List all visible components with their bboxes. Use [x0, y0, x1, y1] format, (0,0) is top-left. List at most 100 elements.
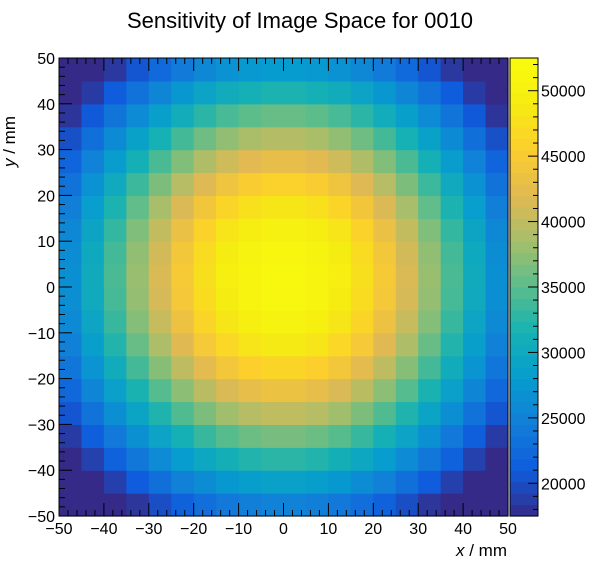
heatmap-cell: [126, 355, 150, 380]
heatmap-cell: [103, 287, 127, 311]
heatmap-cell: [418, 103, 442, 128]
heatmap-cell: [193, 401, 217, 425]
heatmap-cell: [463, 126, 487, 151]
color-scale-segment: [510, 252, 538, 265]
heatmap-cell: [238, 287, 262, 311]
heatmap-cell: [238, 58, 262, 82]
heatmap-cell: [328, 401, 352, 425]
color-scale-label: 20000: [541, 476, 586, 493]
heatmap-cell: [171, 332, 195, 357]
color-scale-segment: [510, 103, 538, 116]
heatmap-cell: [193, 287, 217, 311]
heatmap-cell: [283, 378, 307, 403]
heatmap-cell: [440, 447, 464, 471]
color-scale-label: 30000: [541, 345, 586, 362]
heatmap-cell: [103, 332, 127, 357]
heatmap-cell: [328, 103, 352, 128]
heatmap-cell: [238, 103, 262, 128]
heatmap-cell: [305, 126, 329, 151]
heatmap-cell: [440, 126, 464, 151]
heatmap-cell: [350, 264, 374, 288]
heatmap-cell: [418, 424, 442, 448]
heatmap-cell: [328, 424, 352, 448]
heatmap-cell: [238, 401, 262, 425]
heatmap-cell: [216, 287, 240, 311]
color-scale-segment: [510, 264, 538, 277]
heatmap-cell: [418, 493, 442, 517]
heatmap-cell: [328, 447, 352, 471]
color-scale-segment: [510, 218, 538, 231]
heatmap-cell: [193, 355, 217, 380]
heatmap-cell: [126, 447, 150, 471]
y-tick-label: −10: [28, 326, 55, 343]
heatmap-cell: [395, 378, 419, 403]
heatmap-cell: [126, 218, 150, 242]
heatmap-cell: [148, 172, 172, 196]
heatmap-cell: [328, 218, 352, 242]
heatmap-cell: [81, 378, 105, 403]
heatmap-cell: [171, 378, 195, 403]
heatmap-cell: [81, 470, 105, 494]
heatmap-cell: [440, 149, 464, 174]
heatmap-cell: [283, 103, 307, 128]
color-scale-segment: [510, 298, 538, 311]
color-scale-segment: [510, 470, 538, 483]
heatmap-cell: [148, 355, 172, 380]
heatmap-cell: [463, 241, 487, 265]
color-scale-segment: [510, 401, 538, 414]
heatmap-cell: [350, 309, 374, 334]
heatmap-cell: [216, 241, 240, 265]
color-scale-segment: [510, 172, 538, 185]
heatmap-cell: [283, 149, 307, 174]
heatmap-cell: [418, 80, 442, 105]
heatmap-cell: [418, 58, 442, 82]
color-scale-segment: [510, 390, 538, 403]
heatmap-cell: [193, 447, 217, 471]
heatmap-cell: [350, 332, 374, 357]
color-scale-segment: [510, 435, 538, 448]
heatmap-cell: [350, 287, 374, 311]
heatmap-cell: [103, 309, 127, 334]
chart-title: Sensitivity of Image Space for 0010: [127, 8, 473, 33]
heatmap-cell: [103, 241, 127, 265]
heatmap-cell: [59, 401, 83, 425]
heatmap-cell: [373, 172, 397, 196]
heatmap-cell: [126, 103, 150, 128]
heatmap-cell: [193, 58, 217, 82]
heatmap-cell: [328, 470, 352, 494]
heatmap-cell: [418, 401, 442, 425]
heatmap-cell: [418, 241, 442, 265]
heatmap-cell: [103, 195, 127, 219]
heatmap-cell: [238, 447, 262, 471]
heatmap-cell: [463, 195, 487, 219]
heatmap-cell: [103, 424, 127, 448]
heatmap-cell: [283, 264, 307, 288]
heatmap-cell: [216, 470, 240, 494]
heatmap-cell: [373, 424, 397, 448]
heatmap-cell: [328, 172, 352, 196]
heatmap-cell: [373, 309, 397, 334]
heatmap-cell: [126, 424, 150, 448]
heatmap-cell: [238, 126, 262, 151]
heatmap-cell: [305, 424, 329, 448]
heatmap-cell: [59, 149, 83, 174]
heatmap-cell: [81, 264, 105, 288]
heatmap-cell: [305, 264, 329, 288]
heatmap-cell: [171, 80, 195, 105]
heatmap-cell: [193, 493, 217, 517]
heatmap-cell: [305, 401, 329, 425]
heatmap-cell: [395, 332, 419, 357]
heatmap-cell: [463, 218, 487, 242]
heatmap-cell: [305, 378, 329, 403]
heatmap-cell: [305, 470, 329, 494]
heatmap-cell: [373, 264, 397, 288]
heatmap-cell: [485, 80, 509, 105]
heatmap-cell: [261, 80, 285, 105]
heatmap-cell: [440, 264, 464, 288]
heatmap-cell: [350, 355, 374, 380]
heatmap-cell: [126, 332, 150, 357]
heatmap-cell: [395, 241, 419, 265]
heatmap-cell: [305, 58, 329, 82]
heatmap-cell: [463, 378, 487, 403]
heatmap-cell: [440, 58, 464, 82]
